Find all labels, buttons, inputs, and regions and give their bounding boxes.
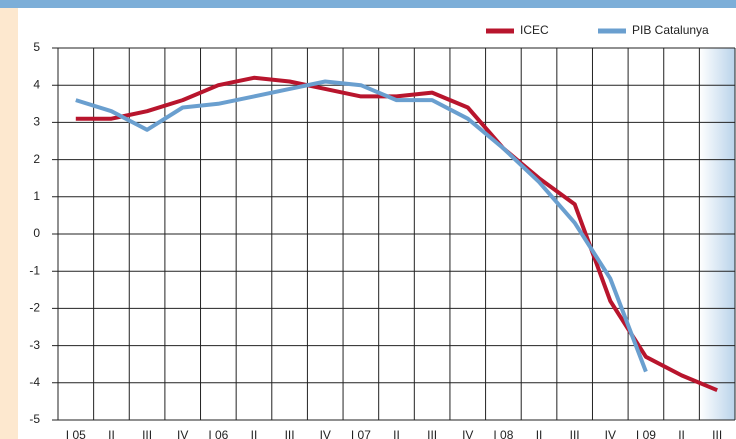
x-tick-label: IV bbox=[177, 428, 188, 439]
y-tick-label: -3 bbox=[29, 338, 40, 352]
x-tick-label: II bbox=[678, 428, 685, 439]
x-tick-label: III bbox=[712, 428, 722, 439]
x-tick-label: IV bbox=[605, 428, 616, 439]
x-tick-label: II bbox=[393, 428, 400, 439]
legend-label: PIB Catalunya bbox=[632, 23, 709, 37]
x-tick-label: III bbox=[142, 428, 152, 439]
x-tick-label: I 07 bbox=[351, 428, 371, 439]
legend-label: ICEC bbox=[520, 23, 549, 37]
x-tick-label: III bbox=[427, 428, 437, 439]
x-tick-label: II bbox=[251, 428, 258, 439]
y-tick-label: 5 bbox=[33, 40, 40, 54]
x-tick-label: I 05 bbox=[66, 428, 86, 439]
x-tick-label: I 06 bbox=[208, 428, 228, 439]
y-tick-label: -2 bbox=[29, 301, 40, 315]
y-tick-label: 1 bbox=[33, 189, 40, 203]
series-line bbox=[75, 75, 718, 393]
y-tick-label: -5 bbox=[29, 412, 40, 426]
left-strip bbox=[0, 0, 18, 439]
x-tick-label: III bbox=[285, 428, 295, 439]
top-bar bbox=[0, 0, 736, 8]
y-tick-label: -1 bbox=[29, 263, 40, 277]
x-tick-label: II bbox=[108, 428, 115, 439]
series-line bbox=[75, 79, 648, 373]
x-tick-label: II bbox=[536, 428, 543, 439]
y-tick-label: 2 bbox=[33, 152, 40, 166]
y-tick-label: 0 bbox=[33, 226, 40, 240]
y-tick-label: -4 bbox=[29, 375, 40, 389]
y-tick-label: 3 bbox=[33, 115, 40, 129]
x-tick-label: IV bbox=[320, 428, 331, 439]
y-tick-label: 4 bbox=[33, 77, 40, 91]
x-tick-label: I 09 bbox=[636, 428, 656, 439]
x-tick-label: III bbox=[570, 428, 580, 439]
x-tick-label: I 08 bbox=[493, 428, 513, 439]
x-tick-label: IV bbox=[462, 428, 473, 439]
